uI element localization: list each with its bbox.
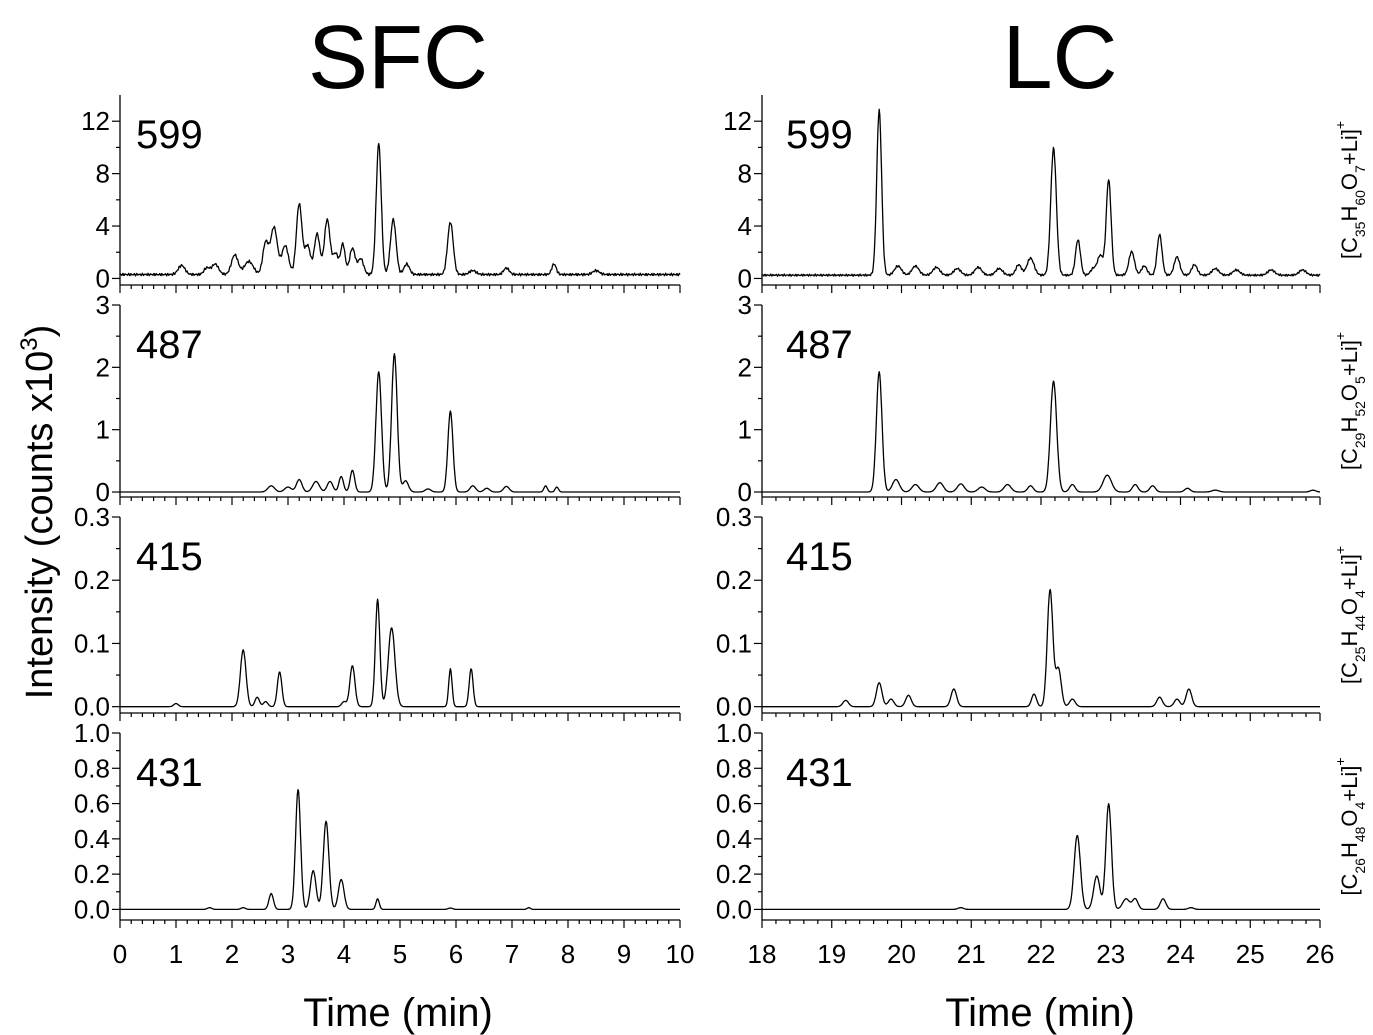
chromatogram-trace <box>761 371 1321 493</box>
y-tick-label: 8 <box>738 159 752 189</box>
mass-label: 415 <box>136 535 203 579</box>
mass-label: 487 <box>136 323 203 367</box>
y-tick-label: 0.2 <box>716 565 752 595</box>
x-tick-label: 26 <box>1306 939 1335 969</box>
y-tick-label: 0.3 <box>74 502 110 532</box>
y-tick-label: 2 <box>738 352 752 382</box>
chromatogram-trace <box>119 142 681 277</box>
mass-label: 431 <box>786 751 853 795</box>
y-tick-label: 12 <box>723 106 752 136</box>
panel-sfc-415: 0.0 0.1 0.2 0.3 415 <box>74 502 681 722</box>
y-tick-label: 0.4 <box>74 824 110 854</box>
x-tick-label: 2 <box>225 939 239 969</box>
x-tick-label: 24 <box>1166 939 1195 969</box>
x-tick-label: 25 <box>1236 939 1265 969</box>
panel-lc-415: 0.0 0.1 0.2 0.3 415 [C25H44O4+Li]+ <box>716 502 1368 722</box>
x-axis-label-sfc: Time (min) <box>303 991 493 1035</box>
y-tick-label: 0.0 <box>74 692 110 722</box>
panel-lc-599: 0 4 8 12 599 [C35H60O7+Li]+ <box>723 95 1368 293</box>
y-tick-label: 0.2 <box>74 565 110 595</box>
chromatogram-trace <box>119 788 681 911</box>
mass-label: 431 <box>136 751 203 795</box>
chromatogram-trace <box>761 588 1321 708</box>
y-tick-label: 4 <box>96 211 110 241</box>
x-tick-label: 23 <box>1096 939 1125 969</box>
panel-lc-487: 0 1 2 3 487 [C29H52O5+Li]+ <box>738 290 1368 507</box>
y-tick-label: 1.0 <box>74 718 110 748</box>
formula-label: [C25H44O4+Li]+ <box>1332 546 1368 684</box>
x-tick-label: 7 <box>505 939 519 969</box>
x-tick-label: 8 <box>561 939 575 969</box>
y-tick-label: 0.3 <box>716 502 752 532</box>
panel-sfc-599: 0 4 8 12 599 <box>81 95 681 293</box>
x-tick-label: 3 <box>281 939 295 969</box>
mass-label: 415 <box>786 535 853 579</box>
x-tick-label: 6 <box>449 939 463 969</box>
y-tick-label: 0.0 <box>74 894 110 924</box>
x-tick-label: 9 <box>617 939 631 969</box>
y-tick-label: 4 <box>738 211 752 241</box>
panel-sfc-431: 0.0 0.2 0.4 0.6 0.8 1.0 0 1 2 3 4 5 6 7 8 9 10 431 <box>74 718 695 969</box>
x-tick-label: 18 <box>748 939 777 969</box>
y-tick-label: 0 <box>96 263 110 293</box>
chromatogram-trace <box>119 352 681 493</box>
y-axis-label: Intensity (counts x103) <box>16 325 61 700</box>
y-tick-label: 0.2 <box>74 859 110 889</box>
x-tick-label: 5 <box>393 939 407 969</box>
y-tick-label: 0.6 <box>74 789 110 819</box>
chromatogram-trace <box>761 108 1321 277</box>
y-tick-label: 0 <box>738 477 752 507</box>
y-tick-label: 0.2 <box>716 859 752 889</box>
x-tick-label: 20 <box>887 939 916 969</box>
mass-label: 487 <box>786 323 853 367</box>
x-tick-label: 0 <box>113 939 127 969</box>
formula-label: [C29H52O5+Li]+ <box>1332 332 1368 470</box>
x-tick-label: 4 <box>337 939 351 969</box>
x-axis-label-lc: Time (min) <box>945 991 1135 1035</box>
y-tick-label: 0 <box>738 263 752 293</box>
y-tick-label: 12 <box>81 106 110 136</box>
x-tick-label: 21 <box>957 939 986 969</box>
y-tick-label: 0.1 <box>716 628 752 658</box>
x-tick-label: 22 <box>1027 939 1056 969</box>
mass-label: 599 <box>136 113 203 157</box>
y-tick-label: 1.0 <box>716 718 752 748</box>
y-tick-label: 0.0 <box>716 894 752 924</box>
column-title-lc: LC <box>1002 8 1117 108</box>
x-tick-label: 10 <box>666 939 695 969</box>
formula-label: [C35H60O7+Li]+ <box>1332 121 1368 259</box>
y-tick-label: 0.6 <box>716 789 752 819</box>
y-tick-label: 2 <box>96 352 110 382</box>
y-tick-label: 0 <box>96 477 110 507</box>
y-tick-label: 0.4 <box>716 824 752 854</box>
panel-lc-431: 0.0 0.2 0.4 0.6 0.8 1.0 18 19 20 21 22 23 24 25 26 431 [… <box>716 718 1368 969</box>
y-tick-label: 0.0 <box>716 692 752 722</box>
mass-label: 599 <box>786 113 853 157</box>
y-tick-label: 8 <box>96 159 110 189</box>
x-tick-label: 1 <box>169 939 183 969</box>
chromatogram-trace <box>119 598 681 708</box>
y-tick-label: 0.1 <box>74 628 110 658</box>
panel-sfc-487: 0 1 2 3 487 <box>96 290 681 507</box>
chromatogram-trace <box>761 802 1321 911</box>
y-tick-label: 0.8 <box>74 753 110 783</box>
y-tick-label: 1 <box>96 415 110 445</box>
y-tick-label: 3 <box>738 290 752 320</box>
y-axis-label-superscript: 3 <box>16 337 43 350</box>
formula-label: [C26H48O4+Li]+ <box>1332 757 1368 895</box>
y-tick-label: 1 <box>738 415 752 445</box>
column-title-sfc: SFC <box>308 8 488 108</box>
y-tick-label: 0.8 <box>716 753 752 783</box>
x-tick-label: 19 <box>817 939 846 969</box>
y-tick-label: 3 <box>96 290 110 320</box>
